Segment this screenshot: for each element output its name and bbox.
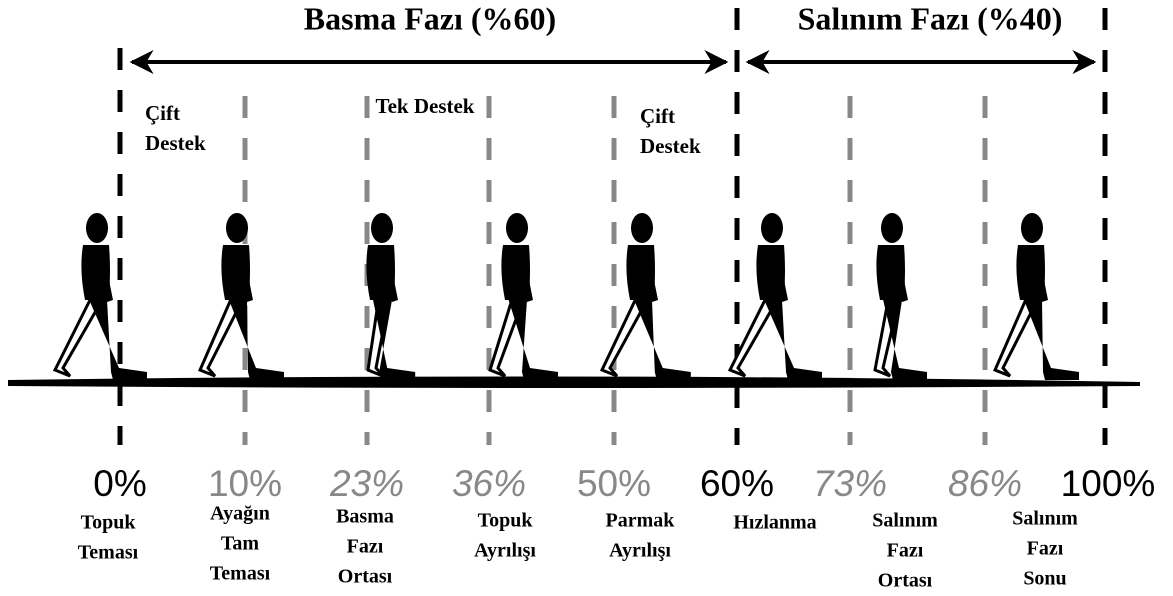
event-label: Topuk: [478, 510, 534, 532]
front-leg: [227, 295, 284, 380]
head: [881, 213, 903, 243]
walker-figure: [490, 213, 558, 380]
support-label: Çift: [145, 101, 180, 125]
event-label: Teması: [210, 563, 271, 585]
page: Basma Fazı (%60) Salınım Fazı (%40) Çift De…: [0, 0, 1173, 596]
front-leg: [762, 295, 822, 380]
front-leg: [1022, 295, 1079, 380]
event-label: Hızlanma: [733, 512, 816, 534]
head: [761, 213, 783, 243]
event-label: Fazı: [887, 540, 924, 562]
head: [1021, 213, 1043, 243]
percent-label: 100%: [1061, 463, 1156, 504]
percent-label: 50%: [577, 463, 651, 504]
event-label: Ayrılışı: [609, 540, 671, 562]
event-label: Salınım: [1012, 508, 1078, 530]
walker-figure: [995, 213, 1079, 380]
support-label: Tek Destek: [376, 94, 475, 118]
front-leg: [87, 295, 147, 380]
event-label: Ayağın: [210, 503, 270, 525]
front-leg: [507, 295, 558, 380]
head: [226, 213, 248, 243]
walker-figure: [730, 213, 822, 380]
gait-diagram: Basma Fazı (%60) Salınım Fazı (%40) Çift De…: [0, 0, 1173, 596]
walker-figure: [366, 213, 415, 380]
event-label: Parmak: [606, 510, 676, 532]
event-label: Teması: [78, 542, 139, 564]
walker-figure: [875, 213, 927, 380]
walker-figure: [55, 213, 147, 380]
event-label: Fazı: [347, 536, 384, 558]
event-label: Sonu: [1023, 568, 1066, 590]
event-label: Basma: [336, 506, 394, 528]
percent-label: 73%: [813, 463, 887, 504]
support-label: Destek: [145, 131, 206, 155]
event-label: Salınım: [872, 510, 938, 532]
support-label: Destek: [640, 134, 701, 158]
phase-label: Salınım Fazı (%40): [798, 0, 1063, 36]
head: [371, 213, 393, 243]
event-label: Topuk: [81, 512, 137, 534]
head: [86, 213, 108, 243]
walker-figure: [200, 213, 284, 380]
percent-label: 36%: [452, 463, 526, 504]
percent-label: 0%: [93, 463, 146, 504]
percent-label: 10%: [208, 463, 282, 504]
event-label: Ortası: [878, 570, 933, 592]
head: [631, 213, 653, 243]
head: [506, 213, 528, 243]
event-label: Ayrılışı: [474, 540, 536, 562]
event-label: Fazı: [1027, 538, 1064, 560]
percent-label: 86%: [948, 463, 1022, 504]
event-label: Ortası: [338, 566, 393, 588]
ground-line: [8, 376, 1140, 388]
support-label: Çift: [640, 104, 675, 128]
event-label: Tam: [221, 533, 260, 555]
front-leg: [632, 295, 691, 380]
phase-label: Basma Fazı (%60): [304, 0, 556, 36]
percent-label: 23%: [329, 463, 404, 504]
percent-label: 60%: [700, 463, 774, 504]
